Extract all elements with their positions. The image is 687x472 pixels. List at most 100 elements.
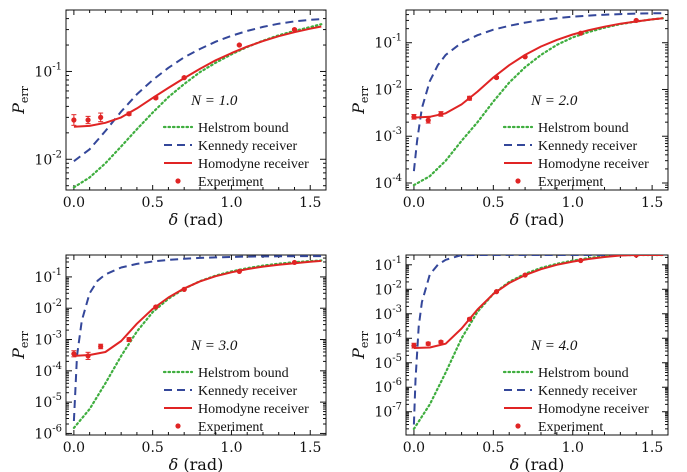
helstrom-bound-line xyxy=(72,23,323,189)
y-tick-label: 10-2 xyxy=(34,149,62,168)
y-axis-title: Perr xyxy=(349,330,371,360)
experiment-point xyxy=(71,117,77,123)
y-tick-label: 10-4 xyxy=(374,328,402,347)
series-group xyxy=(411,255,665,430)
y-tick-label: 10-3 xyxy=(34,330,62,349)
experiment-point xyxy=(411,114,417,120)
legend-label-homodyne: Homodyne receiver xyxy=(198,402,309,417)
n-value-label: N = 1.0 xyxy=(190,93,238,109)
y-axis-title: Perr xyxy=(349,85,371,115)
legend-label-helstrom: Helstrom bound xyxy=(198,121,289,136)
y-tick-label: 10-1 xyxy=(34,61,62,80)
n-value-label: N = 4.0 xyxy=(530,338,578,354)
experiment-point xyxy=(98,114,104,120)
legend-label-helstrom: Helstrom bound xyxy=(538,121,629,136)
x-tick-label: 1.0 xyxy=(220,440,242,456)
experiment-point xyxy=(493,74,500,81)
experiment-point xyxy=(578,30,584,36)
x-tick-label: 0.5 xyxy=(482,195,504,211)
legend-label-experiment: Experiment xyxy=(538,420,603,435)
x-tick-label: 0.0 xyxy=(403,195,425,211)
y-tick-label: 10-3 xyxy=(374,304,402,323)
experiment-point xyxy=(633,17,639,24)
experiment-point xyxy=(153,304,159,310)
y-tick-label: 10-1 xyxy=(374,255,402,274)
x-axis-title: δ (rad) xyxy=(169,210,224,229)
experiment-point xyxy=(126,336,132,343)
homodyne-receiver-line xyxy=(73,259,322,357)
experiment-point xyxy=(438,339,444,345)
y-tick-label: 10-7 xyxy=(374,402,402,421)
homodyne-receiver-line xyxy=(413,17,664,119)
x-tick-label: 0.0 xyxy=(403,440,425,456)
x-tick-label: 1.0 xyxy=(220,195,242,211)
experiment-point xyxy=(85,353,91,359)
x-tick-label: 1.5 xyxy=(641,195,663,211)
y-axis-title: Perr xyxy=(9,85,31,115)
legend-label-helstrom: Helstrom bound xyxy=(538,366,629,381)
x-tick-label: 1.5 xyxy=(641,440,663,456)
homodyne-receiver-line xyxy=(73,25,322,128)
plot-frame xyxy=(65,9,327,191)
y-tick-label: 10-5 xyxy=(374,353,402,372)
y-tick-label: 10-6 xyxy=(34,423,62,442)
x-axis-title: δ (rad) xyxy=(169,455,224,472)
y-tick-label: 10-1 xyxy=(34,267,62,286)
legend-label-homodyne: Homodyne receiver xyxy=(538,402,649,417)
x-tick-label: 1.5 xyxy=(299,440,321,456)
legend-label-helstrom: Helstrom bound xyxy=(198,366,289,381)
experiment-point xyxy=(181,75,187,81)
legend: Helstrom bound Kennedy receiver Homodyne r… xyxy=(502,121,649,190)
legend-label-kennedy: Kennedy receiver xyxy=(538,139,637,154)
experiment-point xyxy=(425,341,431,347)
x-tick-label: 1.5 xyxy=(299,195,321,211)
experiment-point xyxy=(236,42,242,48)
experiment-point xyxy=(578,257,584,264)
x-tick-label: 0.5 xyxy=(142,195,164,211)
experiment-point xyxy=(425,117,431,123)
x-tick-label: 1.0 xyxy=(562,440,584,456)
x-tick-label: 0.0 xyxy=(63,440,85,456)
y-axis-title: Perr xyxy=(9,330,31,360)
y-tick-label: 10-2 xyxy=(34,298,62,317)
y-tick-label: 10-6 xyxy=(374,377,402,396)
y-tick-label: 10-1 xyxy=(374,33,402,52)
x-tick-label: 0.5 xyxy=(482,440,504,456)
experiment-point xyxy=(466,95,473,101)
legend-label-kennedy: Kennedy receiver xyxy=(198,384,297,399)
x-tick-label: 0.0 xyxy=(63,195,85,211)
y-tick-label: 10-5 xyxy=(34,392,62,411)
n-value-label: N = 3.0 xyxy=(190,338,238,354)
panel-1: 0.0 0.5 1.0 1.5 10-2 10-1 δ (rad) Perr N = 1.0 He… xyxy=(9,9,327,229)
experiment-point xyxy=(411,343,417,349)
experiment-point xyxy=(522,54,528,60)
experiment-point xyxy=(85,117,91,123)
experiment-point xyxy=(291,259,298,266)
series-group xyxy=(71,18,323,189)
homodyne-receiver-line xyxy=(413,255,664,349)
panel-3: 0.0 0.5 1.0 1.5 10-6 10-5 10-4 10-3 10-2 10-1 δ (r… xyxy=(9,254,327,472)
experiment-point xyxy=(236,268,242,275)
experiment-point xyxy=(153,95,159,101)
experiment-point xyxy=(633,255,639,258)
y-tick-label: 10-2 xyxy=(374,79,402,98)
legend-label-experiment: Experiment xyxy=(198,420,263,435)
x-tick-label: 0.5 xyxy=(142,440,164,456)
x-tick-label: 1.0 xyxy=(562,195,584,211)
legend-marker-experiment xyxy=(175,423,181,429)
legend: Helstrom bound Kennedy receiver Homodyne r… xyxy=(162,366,309,435)
legend-marker-experiment xyxy=(515,178,521,184)
experiment-point xyxy=(98,343,104,350)
legend-marker-experiment xyxy=(175,178,181,184)
n-value-label: N = 2.0 xyxy=(530,93,578,109)
experiment-point xyxy=(466,316,473,322)
helstrom-bound-line xyxy=(412,255,665,430)
experiment-point xyxy=(181,286,187,292)
legend-label-experiment: Experiment xyxy=(538,175,603,190)
plot-frame xyxy=(65,254,327,436)
kennedy-receiver-line xyxy=(73,18,322,162)
legend-label-experiment: Experiment xyxy=(198,175,263,190)
panel-4: 0.0 0.5 1.0 1.5 10-7 10-6 10-5 10-4 10-3 10-2 10-1… xyxy=(349,254,669,472)
x-axis-title: δ (rad) xyxy=(510,210,565,229)
